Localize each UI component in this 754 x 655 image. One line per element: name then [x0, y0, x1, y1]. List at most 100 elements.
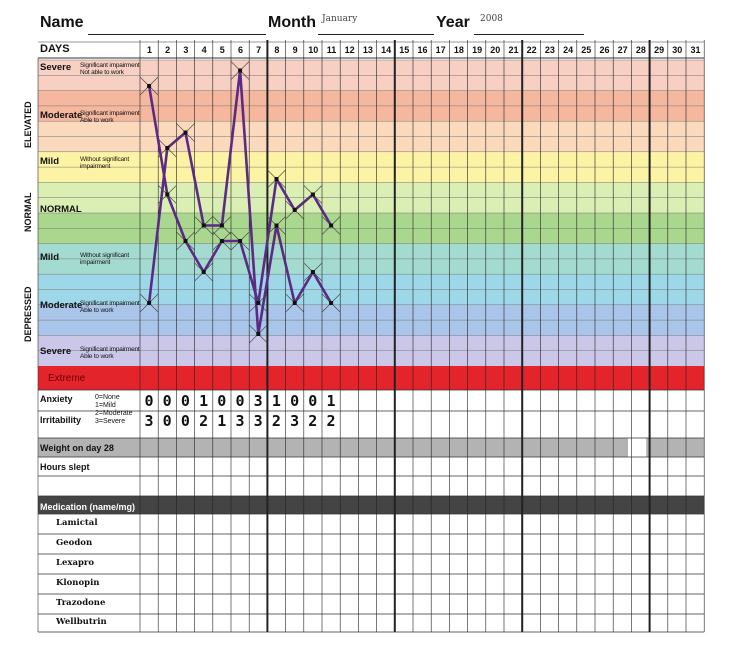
level-label: Moderate	[40, 110, 83, 121]
side-label-normal: NORMAL	[23, 192, 33, 233]
side-label-elevated: ELEVATED	[23, 101, 33, 148]
mood-point	[183, 130, 188, 135]
day-number: 21	[508, 45, 519, 55]
month-field[interactable]	[318, 18, 434, 35]
level-description: Without significant	[80, 156, 129, 163]
level-label: Mild	[40, 156, 59, 167]
irritability-rating[interactable]: 3	[253, 412, 263, 430]
weight-label: Weight on day 28	[40, 443, 114, 453]
day-number: 9	[292, 45, 298, 55]
mood-point	[256, 301, 261, 305]
medication-name: Wellbutrin	[56, 617, 107, 627]
level-description: impairment	[80, 163, 111, 170]
level-label: Mild	[40, 252, 59, 263]
day-number: 28	[635, 45, 646, 55]
day-number: 10	[308, 45, 319, 55]
medication-name: Klonopin	[56, 578, 100, 588]
level-description: impairment	[80, 259, 111, 266]
anxiety-rating[interactable]: 0	[217, 392, 227, 410]
day-number: 25	[581, 45, 592, 55]
anxiety-rating[interactable]: 1	[199, 392, 209, 410]
mood-point	[219, 239, 224, 243]
anxiety-rating[interactable]: 1	[271, 392, 281, 410]
level-label: Moderate	[40, 300, 83, 311]
day-number: 31	[690, 45, 701, 55]
irritability-rating[interactable]: 2	[326, 412, 336, 430]
mood-point	[147, 301, 152, 305]
anxiety-rating[interactable]: 1	[326, 392, 336, 410]
level-description: Able to work	[80, 353, 114, 360]
mood-point	[329, 223, 334, 228]
medication-header: Medication (name/mg)	[40, 502, 136, 512]
irritability-rating[interactable]: 2	[308, 412, 318, 430]
mood-point	[238, 68, 243, 73]
day-number: 7	[256, 45, 262, 55]
irritability-rating[interactable]: 0	[180, 412, 190, 430]
mood-point	[274, 223, 279, 228]
level-description: Without significant	[80, 252, 129, 259]
medication-name: Geodon	[56, 538, 93, 548]
days-label: DAYS	[40, 43, 70, 55]
day-number: 14	[381, 45, 392, 55]
day-number: 1	[146, 45, 152, 55]
day-number: 2	[165, 45, 171, 55]
irritability-label: Irritability	[40, 415, 82, 425]
anxiety-rating[interactable]: 0	[162, 392, 172, 410]
anxiety-label: Anxiety	[40, 394, 73, 404]
irritability-rating[interactable]: 0	[162, 412, 172, 430]
day-number: 27	[617, 45, 628, 55]
anxiety-rating[interactable]: 3	[253, 392, 263, 410]
day-number: 29	[654, 45, 665, 55]
level-description: Able to work	[80, 117, 114, 124]
anxiety-rating[interactable]: 0	[308, 392, 318, 410]
day-number: 16	[417, 45, 428, 55]
day-number: 23	[544, 45, 555, 55]
mood-point	[274, 177, 279, 181]
medication-name: Trazodone	[56, 598, 106, 608]
irritability-rating[interactable]: 3	[144, 412, 154, 430]
irritability-rating[interactable]: 3	[290, 412, 300, 430]
mood-point	[256, 332, 261, 336]
mood-point	[147, 84, 152, 88]
day-number: 26	[599, 45, 610, 55]
mood-point	[329, 301, 334, 305]
year-label: Year	[436, 14, 470, 31]
year-field[interactable]	[474, 18, 584, 35]
day-number: 4	[201, 45, 207, 55]
mood-point	[165, 146, 170, 150]
medication-name: Lamictal	[56, 518, 98, 528]
day-number: 30	[672, 45, 683, 55]
irritability-rating[interactable]: 2	[199, 412, 209, 430]
irritability-rating[interactable]: 1	[217, 412, 227, 430]
day-number: 12	[344, 45, 355, 55]
irritability-rating[interactable]: 2	[271, 412, 281, 430]
day-number: 11	[326, 45, 337, 55]
anxiety-rating[interactable]: 0	[144, 392, 154, 410]
month-label: Month	[268, 14, 316, 31]
mood-point	[310, 192, 315, 197]
level-label: Severe	[40, 62, 72, 73]
rating-key-2: 2=Moderate 3=Severe	[95, 410, 133, 425]
mood-point	[292, 301, 297, 305]
name-field[interactable]	[88, 18, 266, 35]
anxiety-rating[interactable]: 0	[235, 392, 245, 410]
medication-header-row	[38, 496, 705, 514]
mood-point	[292, 208, 297, 212]
day-number: 19	[472, 45, 483, 55]
mood-point	[183, 239, 188, 243]
anxiety-rating[interactable]: 0	[180, 392, 190, 410]
level-description: Not able to work	[80, 69, 124, 76]
mood-point	[238, 239, 243, 243]
level-label: Severe	[40, 346, 72, 357]
level-description: Significant impairment	[80, 62, 140, 69]
year-value: 2008	[480, 14, 503, 24]
day-number: 24	[563, 45, 574, 55]
name-label: Name	[40, 14, 84, 31]
level-description: Significant impairment	[80, 110, 140, 117]
mood-point	[310, 270, 315, 274]
anxiety-rating[interactable]: 0	[290, 392, 300, 410]
day-number: 5	[219, 45, 225, 55]
irritability-rating[interactable]: 3	[235, 412, 245, 430]
day-number: 3	[183, 45, 189, 55]
medication-name: Lexapro	[56, 558, 95, 568]
